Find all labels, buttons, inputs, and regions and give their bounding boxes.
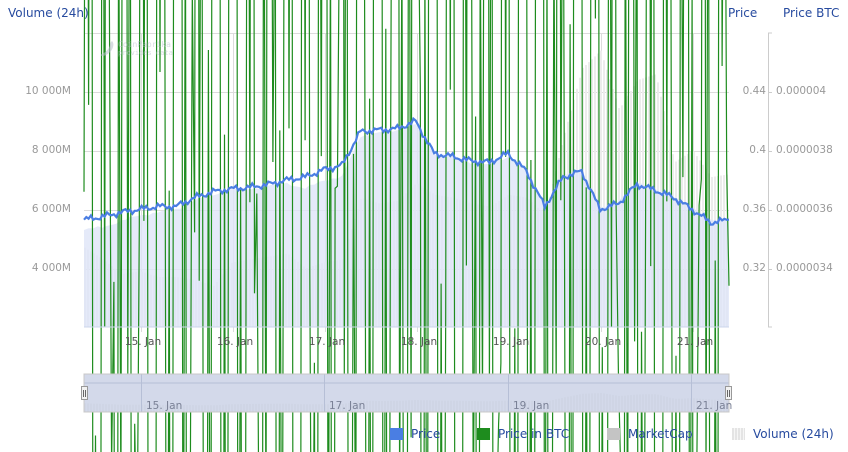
price-btc-axis-tick: 0.0000036 — [776, 203, 833, 215]
legend-label: Price in BTC — [498, 427, 570, 441]
watermark-line1: CoinPaprika — [118, 40, 171, 49]
navigator-selection[interactable] — [84, 374, 729, 412]
price-btc-axis-tick: 0.000004 — [776, 85, 827, 97]
navigator-tick: 21. Jan — [696, 400, 733, 412]
navigator-left-handle[interactable] — [81, 386, 88, 400]
legend-item-marketcap[interactable]: MarketCap — [607, 427, 693, 441]
left-axis-tick: 6 000M — [31, 203, 71, 215]
price-btc-swatch-icon — [477, 428, 490, 440]
navigator-right-handle[interactable] — [725, 386, 732, 400]
price-axis-tick: 0.4 — [749, 144, 766, 156]
legend-label: Volume (24h) — [753, 427, 834, 441]
price-axis-tick: 0.44 — [742, 85, 766, 97]
volume-swatch-icon — [732, 428, 745, 440]
chili-pepper-icon — [100, 41, 114, 56]
navigator-tick: 19. Jan — [513, 400, 550, 412]
price-axis-tick: 0.36 — [742, 203, 766, 215]
navigator-tick: 17. Jan — [329, 400, 366, 412]
x-axis-tick: 18. Jan — [400, 336, 438, 348]
coinpaprika-watermark: CoinPaprika provides data — [100, 40, 173, 58]
legend-item-price[interactable]: Price — [390, 427, 440, 441]
x-axis-tick: 17. Jan — [308, 336, 346, 348]
left-axis-tick: 10 000M — [25, 85, 71, 97]
chart-legend: Price Price in BTC MarketCap Volume (24h… — [0, 427, 848, 447]
x-axis-tick: 15. Jan — [124, 336, 162, 348]
left-axis-tick: 4 000M — [31, 262, 71, 274]
legend-item-price-in-btc[interactable]: Price in BTC — [477, 427, 569, 441]
marketcap-swatch-icon — [607, 428, 620, 440]
x-axis-tick: 21. Jan — [676, 336, 714, 348]
price-btc-axis-title: Price BTC — [783, 6, 840, 20]
legend-item-volume[interactable]: Volume (24h) — [732, 427, 834, 441]
price-line — [83, 116, 730, 226]
navigator[interactable] — [83, 373, 730, 413]
price-btc-axis-tick: 0.0000034 — [776, 262, 833, 274]
x-axis-tick: 16. Jan — [216, 336, 254, 348]
left-axis-title: Volume (24h) — [8, 6, 89, 20]
watermark-line2: provides data — [118, 49, 173, 57]
price-btc-axis-tick: 0.0000038 — [776, 144, 833, 156]
legend-label: Price — [411, 427, 441, 441]
x-axis-tick: 19. Jan — [492, 336, 530, 348]
navigator-tick: 15. Jan — [146, 400, 183, 412]
price-axis-title: Price — [728, 6, 758, 20]
price-axis-tick: 0.32 — [742, 262, 766, 274]
marketcap-area — [84, 124, 729, 327]
price-swatch-icon — [390, 428, 403, 440]
price-in-btc-line — [83, 0, 730, 452]
left-axis-tick: 8 000M — [31, 144, 71, 156]
x-axis-tick: 20. Jan — [584, 336, 622, 348]
legend-label: MarketCap — [628, 427, 693, 441]
